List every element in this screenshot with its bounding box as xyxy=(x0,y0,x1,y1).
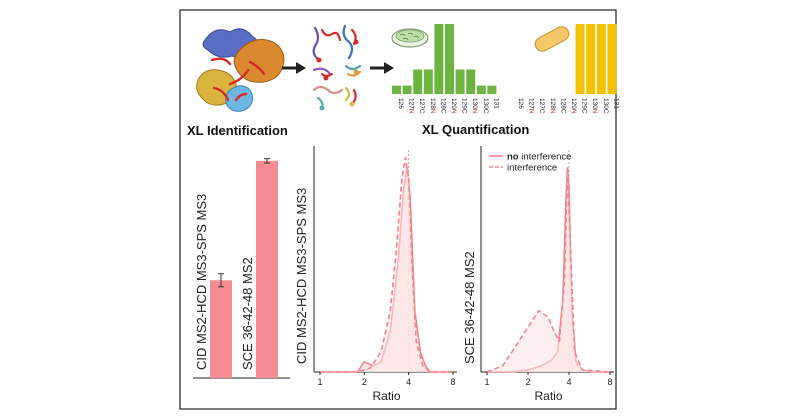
x-tick-label: 8 xyxy=(450,377,455,387)
channel-label: 127N xyxy=(408,98,415,114)
reporter-bar xyxy=(575,24,585,94)
x-tick-label: 8 xyxy=(607,377,612,387)
reporter-bar xyxy=(466,69,476,94)
x-tick-label: 1 xyxy=(484,377,489,387)
channel-label: 127C xyxy=(538,98,545,114)
channel-label: 127N xyxy=(528,98,535,114)
reporter-bar xyxy=(445,24,454,94)
id-bar-label: SCE 36-42-48 MS2 xyxy=(240,257,255,370)
legend-entry: interference xyxy=(507,163,557,174)
reporter-bar xyxy=(423,69,433,94)
reporter-bar xyxy=(476,85,486,94)
density-area xyxy=(487,167,610,372)
x-axis-label: Ratio xyxy=(534,389,562,403)
channel-label: 130N xyxy=(471,98,478,114)
id-bar-label: CID MS2-HCD MS3-SPS MS3 xyxy=(194,194,209,370)
y-axis-label: SCE 36-42-48 MS2 xyxy=(462,251,477,364)
channel-label: 129C xyxy=(581,98,588,114)
x-axis-label: Ratio xyxy=(372,389,400,403)
id-bar xyxy=(210,280,232,378)
petri-dish-icon xyxy=(391,28,429,48)
interference-curve xyxy=(320,156,453,373)
x-tick-label: 4 xyxy=(566,377,571,387)
channel-label: 126 xyxy=(517,98,524,109)
reporter-bar xyxy=(596,24,606,94)
channel-label: 128C xyxy=(559,98,566,114)
channel-label: 129N xyxy=(570,98,577,114)
bacterium-icon xyxy=(534,26,570,52)
reporter-bar xyxy=(402,85,412,94)
y-axis-label: CID MS2-HCD MS3-SPS MS3 xyxy=(294,188,309,364)
channel-label: 126 xyxy=(397,98,404,109)
quantification-plot-1: 1 2 4 8 Ratio CID MS2-HCD MS3-SPS MS3 xyxy=(294,146,457,403)
density-area xyxy=(320,157,453,372)
channel-label: 131 xyxy=(492,98,499,109)
id-bar xyxy=(256,160,278,378)
channel-label: 127C xyxy=(418,98,425,114)
x-tick-label: 4 xyxy=(406,377,411,387)
x-tick-label: 2 xyxy=(362,377,367,387)
channel-label: 129N xyxy=(450,98,457,114)
arrow-right-icon-2 xyxy=(370,62,394,74)
reporter-bar xyxy=(434,24,444,94)
arrow-right-icon xyxy=(282,62,306,74)
reporter-bar xyxy=(487,85,497,94)
channel-label: 128N xyxy=(549,98,556,114)
channel-label: 129C xyxy=(461,98,468,114)
reporter-bar xyxy=(413,69,423,94)
interference-curve xyxy=(486,167,611,373)
channel-label: 130C xyxy=(482,98,489,114)
reporter-bar xyxy=(607,24,617,94)
channel-label: 128N xyxy=(429,98,436,114)
x-tick-label: 2 xyxy=(525,377,530,387)
protein-complex-icon xyxy=(196,28,285,112)
identification-bar-chart: CID MS2-HCD MS3-SPS MS3 SCE 36-42-48 MS2 xyxy=(193,158,290,379)
quantification-plot-2: 1 2 4 8 Ratio SCE 36-42-48 MS2 no interference… xyxy=(462,146,614,403)
reporter-bar xyxy=(586,24,596,94)
identification-title: XL Identification xyxy=(187,123,288,138)
quantification-title: XL Quantification xyxy=(422,122,529,137)
channel-label: 130C xyxy=(602,98,609,114)
channel-label: 130N xyxy=(591,98,598,114)
x-tick-label: 1 xyxy=(317,377,322,387)
channel-label: 131 xyxy=(612,98,619,109)
reporter-bar xyxy=(455,69,465,94)
reporter-bar xyxy=(392,85,401,94)
legend-entry: no interference xyxy=(507,152,571,163)
channel-label: 128C xyxy=(439,98,446,114)
peptide-fragments-icon xyxy=(312,24,362,111)
